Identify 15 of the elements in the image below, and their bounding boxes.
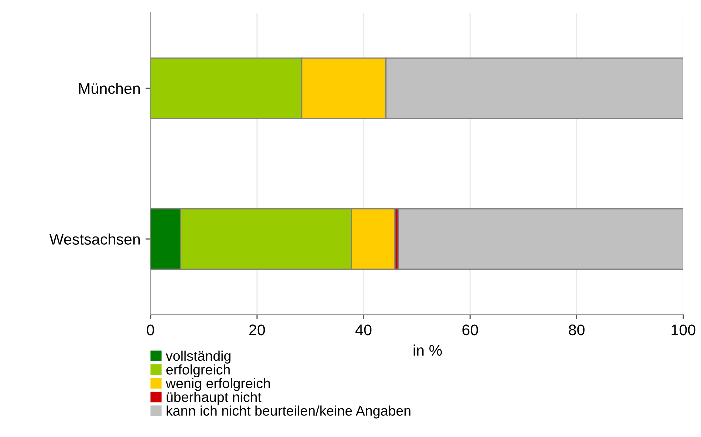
- x-tick-label: 100: [672, 324, 696, 336]
- legend-label: vollständig: [166, 350, 231, 364]
- y-tick-label: München: [79, 82, 140, 94]
- y-tick-label: Westsachsen: [50, 234, 140, 245]
- x-tick-label: 40: [356, 324, 372, 336]
- legend-label: überhaupt nicht: [166, 392, 262, 405]
- legend-label: wenig erfolgreich: [166, 378, 270, 392]
- bar: [398, 208, 684, 270]
- x-axis-title: in %: [414, 344, 442, 356]
- x-tick-label: 80: [569, 324, 585, 336]
- x-tick-label: 0: [147, 324, 154, 336]
- legend-label: erfolgreich: [166, 364, 230, 378]
- x-tick-label: 20: [250, 324, 266, 336]
- legend-label: kann ich nicht beurteilen/keine Angaben: [166, 406, 411, 419]
- x-tick-label: 60: [462, 324, 478, 336]
